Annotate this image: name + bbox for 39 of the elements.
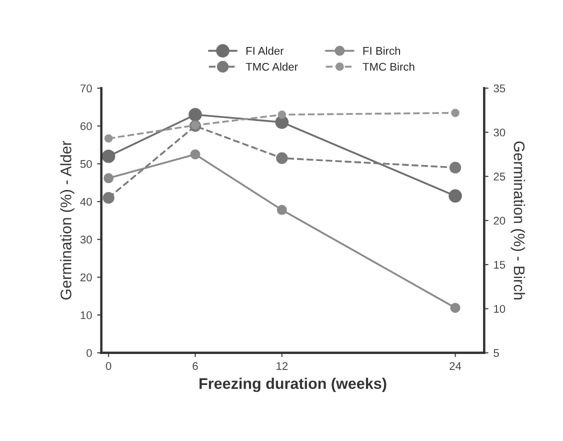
y2-tick-label: 30 (494, 128, 506, 136)
point (449, 162, 462, 174)
legend-label: TMC Birch (362, 62, 414, 71)
point (190, 149, 200, 160)
y2-tick-label: 15 (494, 260, 506, 269)
y-tick-label: 60 (80, 122, 92, 130)
y-tick-label: 30 (80, 236, 92, 244)
legend-label: TMC Alder (246, 62, 298, 71)
x-tick-label: 12 (276, 362, 288, 370)
point (104, 134, 113, 143)
y-tick-label: 20 (80, 273, 92, 282)
x-tick-label: 6 (192, 362, 198, 370)
x-tick-label: 24 (450, 362, 462, 370)
y-tick-label: 50 (80, 160, 92, 168)
y2-tick-label: 10 (494, 304, 506, 313)
y-tick-label: 40 (80, 198, 92, 206)
point (276, 152, 288, 164)
x-tick-label: 0 (106, 362, 112, 370)
y-tick-label: 70 (80, 84, 92, 92)
point (276, 204, 287, 215)
y2-axis-title: Germination (%) - Birch (510, 141, 526, 300)
point (104, 173, 114, 184)
point (278, 110, 286, 119)
y2-tick-label: 20 (494, 216, 506, 225)
y2-tick-label: 35 (494, 84, 506, 92)
legend-label: FI Birch (363, 46, 400, 55)
x-axis-title: Freezing duration (weeks) (200, 378, 386, 392)
point (188, 108, 202, 122)
point (450, 302, 460, 313)
y-tick-label: 10 (80, 311, 92, 320)
point (102, 192, 114, 204)
point (451, 108, 460, 118)
y-axis-title: Germination (%) - Alder (60, 140, 74, 300)
y-tick-label: 0 (86, 349, 92, 357)
point (102, 150, 116, 163)
legend-label: FI Alder (246, 46, 284, 55)
y2-tick-label: 5 (494, 349, 499, 357)
point (448, 189, 462, 203)
y2-tick-label: 25 (494, 172, 506, 181)
